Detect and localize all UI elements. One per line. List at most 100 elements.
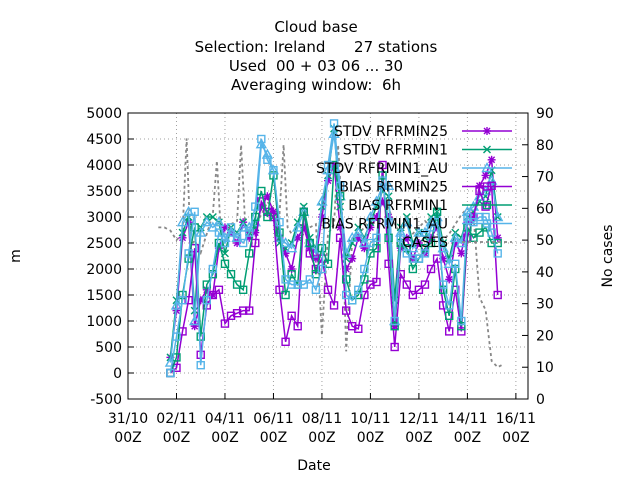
x-tick-date-label: 16/11 [496, 411, 536, 427]
data-point-bias-rfrmin1 [305, 238, 315, 248]
data-point-stdv-rfrmin1-au [249, 216, 261, 227]
x-tick-hour-label: 00Z [405, 430, 432, 446]
data-point-bias-rfrmin1-au [269, 165, 278, 175]
legend-marker [482, 219, 492, 228]
data-point-bias-rfrmin1-au [360, 264, 369, 274]
data-point-bias-rfrmin25 [469, 212, 478, 222]
data-point-bias-rfrmin25 [390, 342, 399, 352]
data-point-bias-rfrmin1-au [202, 296, 211, 305]
legend-marker [481, 162, 493, 173]
data-point-bias-rfrmin1 [469, 233, 478, 243]
legend: STDV RFRMIN25 STDV RFRMIN1 STDV RFRMIN1_AU… [316, 124, 512, 251]
data-point-bias-rfrmin25 [251, 238, 260, 248]
y-axis-label: m [8, 249, 24, 263]
legend-entry-bias-rfrmin25: BIAS RFRMIN25 [339, 180, 512, 196]
data-point-bias-rfrmin25 [245, 306, 254, 315]
legend-label: STDV RFRMIN1_AU [316, 161, 448, 177]
x-tick-hour-label: 00Z [163, 430, 190, 446]
data-point-bias-rfrmin1-au [396, 233, 405, 243]
data-point-bias-rfrmin25 [426, 264, 436, 274]
data-point-stdv-rfrmin25 [287, 265, 296, 273]
series-line-bias-rfrmin1-au [169, 123, 499, 374]
legend-entry-bias-rfrmin1: BIAS RFRMIN1 [348, 198, 512, 214]
data-point-bias-rfrmin25 [238, 306, 248, 315]
data-point-bias-rfrmin1 [475, 228, 484, 237]
x-tick-hour-label: 00Z [211, 430, 238, 446]
data-point-bias-rfrmin1 [390, 322, 399, 331]
data-point-bias-rfrmin25 [220, 319, 230, 328]
x-axis-ticks: 31/10 00Z 02/11 00Z 04/11 00Z 06/11 00Z 08/11 00Z… [108, 393, 536, 446]
data-point-bias-rfrmin1 [299, 207, 308, 217]
y-tick-label: 3500 [86, 184, 122, 200]
data-point-bias-rfrmin25 [414, 285, 424, 294]
data-point-bias-rfrmin1 [281, 290, 290, 300]
data-point-bias-rfrmin1-au [354, 285, 363, 294]
data-point-stdv-rfrmin1-au [279, 237, 292, 248]
data-point-bias-rfrmin25 [360, 290, 369, 300]
data-point-bias-rfrmin25 [372, 277, 381, 287]
data-point-bias-rfrmin1-au [445, 301, 454, 310]
plot-frame [127, 112, 529, 400]
data-point-bias-rfrmin1 [263, 212, 272, 222]
data-point-bias-rfrmin1-au [275, 217, 284, 227]
data-point-stdv-rfrmin1-au [461, 205, 474, 216]
data-point-stdv-rfrmin1-au [395, 226, 407, 237]
legend-marker [482, 200, 492, 210]
y-tick-label: 2500 [86, 236, 122, 252]
data-point-bias-rfrmin1-au [184, 249, 193, 258]
data-point-stdv-rfrmin1-au [413, 226, 425, 237]
data-point-stdv-rfrmin1-au [364, 211, 377, 222]
data-point-bias-rfrmin25 [293, 322, 302, 331]
data-point-stdv-rfrmin1-au [207, 221, 219, 232]
legend-entry-stdv-rfrmin1-au: STDV RFRMIN1_AU [316, 161, 512, 177]
legend-label: STDV RFRMIN1 [343, 143, 448, 159]
data-point-stdv-rfrmin1-au [492, 211, 504, 222]
data-point-stdv-rfrmin1-au [352, 226, 364, 237]
data-point-stdv-rfrmin1-au [382, 179, 395, 190]
data-point-bias-rfrmin1-au [426, 223, 436, 232]
chart-subtitle-averaging: Averaging window: 6h [231, 76, 401, 94]
legend-label: BIAS RFRMIN1_AU [321, 217, 448, 233]
data-point-bias-rfrmin1-au [293, 280, 302, 289]
data-point-bias-rfrmin1-au [329, 119, 339, 128]
data-point-bias-rfrmin1-au [281, 275, 290, 284]
legend-marker [483, 145, 491, 154]
x-tick-hour-label: 00Z [357, 430, 384, 446]
data-point-stdv-rfrmin1-au [201, 216, 213, 227]
data-point-bias-rfrmin1-au [208, 264, 218, 274]
data-point-bias-rfrmin1 [220, 259, 230, 268]
series-stdv-rfrmin25 [166, 155, 502, 362]
chart-subtitle-used: Used 00 + 03 06 ... 30 [229, 57, 403, 75]
data-point-bias-rfrmin25 [281, 337, 290, 346]
legend-marker [482, 182, 492, 191]
data-point-bias-rfrmin1-au [166, 368, 175, 378]
y2-tick-label: 30 [536, 297, 554, 313]
data-point-bias-rfrmin1-au [335, 181, 345, 191]
data-point-bias-rfrmin1-au [226, 223, 236, 232]
chart-subtitle-selection: Selection: Ireland 27 stations [195, 38, 438, 56]
y2-tick-label: 60 [536, 201, 554, 217]
legend-label: STDV RFRMIN25 [334, 124, 448, 140]
data-point-bias-rfrmin1 [323, 259, 333, 268]
data-point-stdv-rfrmin1-au [437, 242, 449, 253]
data-point-stdv-rfrmin1-au [485, 174, 498, 185]
x-tick-date-label: 06/11 [253, 411, 293, 427]
data-point-bias-rfrmin1-au [384, 217, 393, 227]
data-point-bias-rfrmin1 [457, 322, 466, 331]
legend-entry-cases: CASES [402, 235, 512, 251]
data-point-stdv-rfrmin1-au [176, 216, 189, 227]
y-tick-label: -500 [90, 392, 122, 408]
data-point-stdv-rfrmin1-au [285, 242, 298, 253]
data-point-bias-rfrmin25 [184, 296, 193, 305]
data-point-bias-rfrmin1 [251, 212, 260, 222]
data-point-bias-rfrmin1-au [305, 275, 315, 284]
data-point-bias-rfrmin25 [329, 301, 339, 310]
data-point-bias-rfrmin1-au [245, 228, 254, 237]
data-point-stdv-rfrmin1-au [195, 226, 207, 237]
data-point-bias-rfrmin1-au [438, 280, 448, 289]
x-tick-hour-label: 00Z [308, 430, 335, 446]
data-point-stdv-rfrmin1-au [449, 231, 461, 242]
data-point-stdv-rfrmin1-au [213, 216, 225, 227]
data-point-bias-rfrmin25 [323, 285, 333, 294]
